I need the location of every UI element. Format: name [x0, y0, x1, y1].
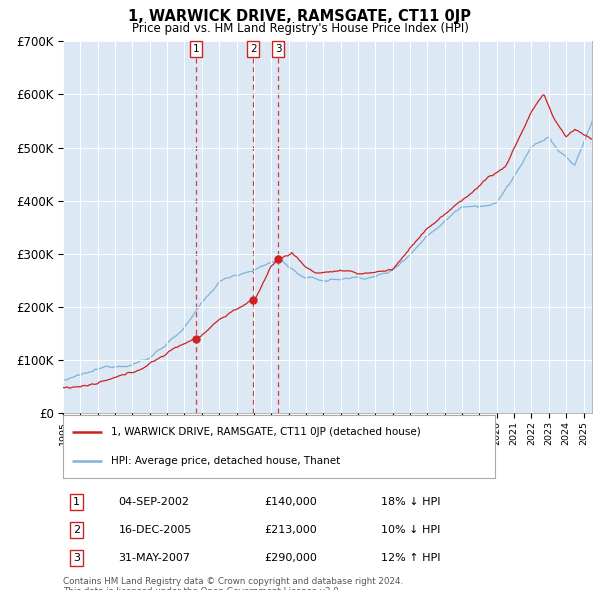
Text: £213,000: £213,000 [264, 525, 317, 535]
Text: 12% ↑ HPI: 12% ↑ HPI [380, 553, 440, 563]
Text: 1: 1 [73, 497, 80, 507]
Text: 1, WARWICK DRIVE, RAMSGATE, CT11 0JP (detached house): 1, WARWICK DRIVE, RAMSGATE, CT11 0JP (de… [110, 427, 420, 437]
Text: Contains HM Land Registry data © Crown copyright and database right 2024.
This d: Contains HM Land Registry data © Crown c… [63, 577, 403, 590]
Text: £140,000: £140,000 [264, 497, 317, 507]
Text: 1, WARWICK DRIVE, RAMSGATE, CT11 0JP: 1, WARWICK DRIVE, RAMSGATE, CT11 0JP [128, 9, 472, 24]
Text: HPI: Average price, detached house, Thanet: HPI: Average price, detached house, Than… [110, 456, 340, 466]
Point [191, 334, 201, 343]
Text: 10% ↓ HPI: 10% ↓ HPI [380, 525, 440, 535]
Text: 31-MAY-2007: 31-MAY-2007 [119, 553, 191, 563]
Text: 2: 2 [250, 44, 256, 54]
Text: 1: 1 [193, 44, 199, 54]
Text: 2: 2 [73, 525, 80, 535]
Text: £290,000: £290,000 [264, 553, 317, 563]
Point [248, 295, 258, 304]
Text: 3: 3 [73, 553, 80, 563]
Text: 16-DEC-2005: 16-DEC-2005 [119, 525, 192, 535]
Text: Price paid vs. HM Land Registry's House Price Index (HPI): Price paid vs. HM Land Registry's House … [131, 22, 469, 35]
Text: 18% ↓ HPI: 18% ↓ HPI [380, 497, 440, 507]
Text: 04-SEP-2002: 04-SEP-2002 [119, 497, 190, 507]
Text: 3: 3 [275, 44, 281, 54]
Point [274, 254, 283, 264]
